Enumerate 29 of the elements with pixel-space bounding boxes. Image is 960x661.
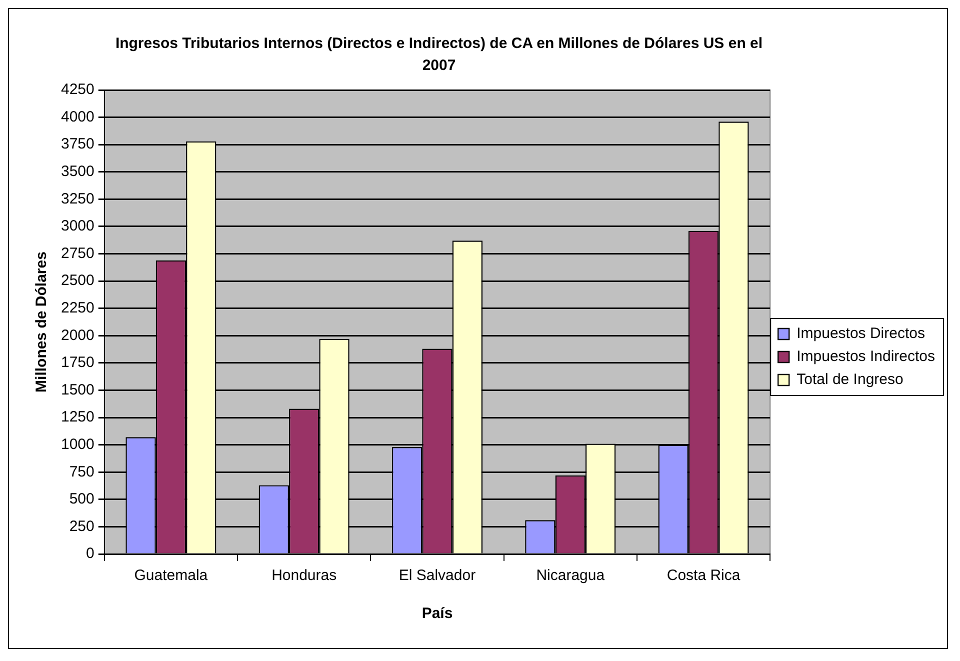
y-tick-label: 3000 (60, 218, 94, 235)
y-axis-title: Millones de Dólares (33, 252, 50, 392)
x-tick-label: Costa Rica (666, 567, 741, 584)
chart-title: Ingresos Tributarios Internos (Directos e Indirectos) de CA en Millones de Dólares US en el 2007 (114, 34, 764, 76)
x-tick-label: El Salvador (398, 567, 476, 584)
y-tick-label: 500 (69, 490, 94, 508)
y-tick-label: 1000 (60, 436, 94, 453)
y-tick-label: 4250 (60, 81, 94, 98)
x-tick-label: Honduras (272, 567, 337, 584)
legend-label: Total de Ingreso (796, 371, 904, 388)
y-tick-label: 750 (69, 463, 94, 480)
x-axis-title: País (422, 605, 453, 622)
y-tick-label: 1250 (60, 408, 94, 426)
x-tick-label: Nicaragua (536, 567, 606, 584)
y-tick-label: 1500 (60, 381, 94, 398)
y-tick-label: 3500 (60, 163, 94, 180)
y-tick-label: 2000 (60, 326, 94, 344)
y-tick-label: 2500 (60, 272, 94, 290)
y-tick-label: 2250 (60, 299, 94, 316)
legend-label: Impuestos Directos (796, 325, 925, 342)
y-tick-label: 1750 (60, 354, 94, 372)
y-tick-label: 4000 (60, 108, 94, 126)
legend-label: Impuestos Indirectos (796, 348, 936, 366)
y-tick-label: 3750 (60, 136, 94, 153)
y-tick-label: 3250 (60, 190, 94, 208)
y-tick-label: 250 (69, 518, 94, 535)
x-tick-label: Guatemala (134, 567, 208, 584)
y-tick-label: 0 (86, 545, 94, 562)
y-tick-label: 2750 (60, 244, 94, 262)
